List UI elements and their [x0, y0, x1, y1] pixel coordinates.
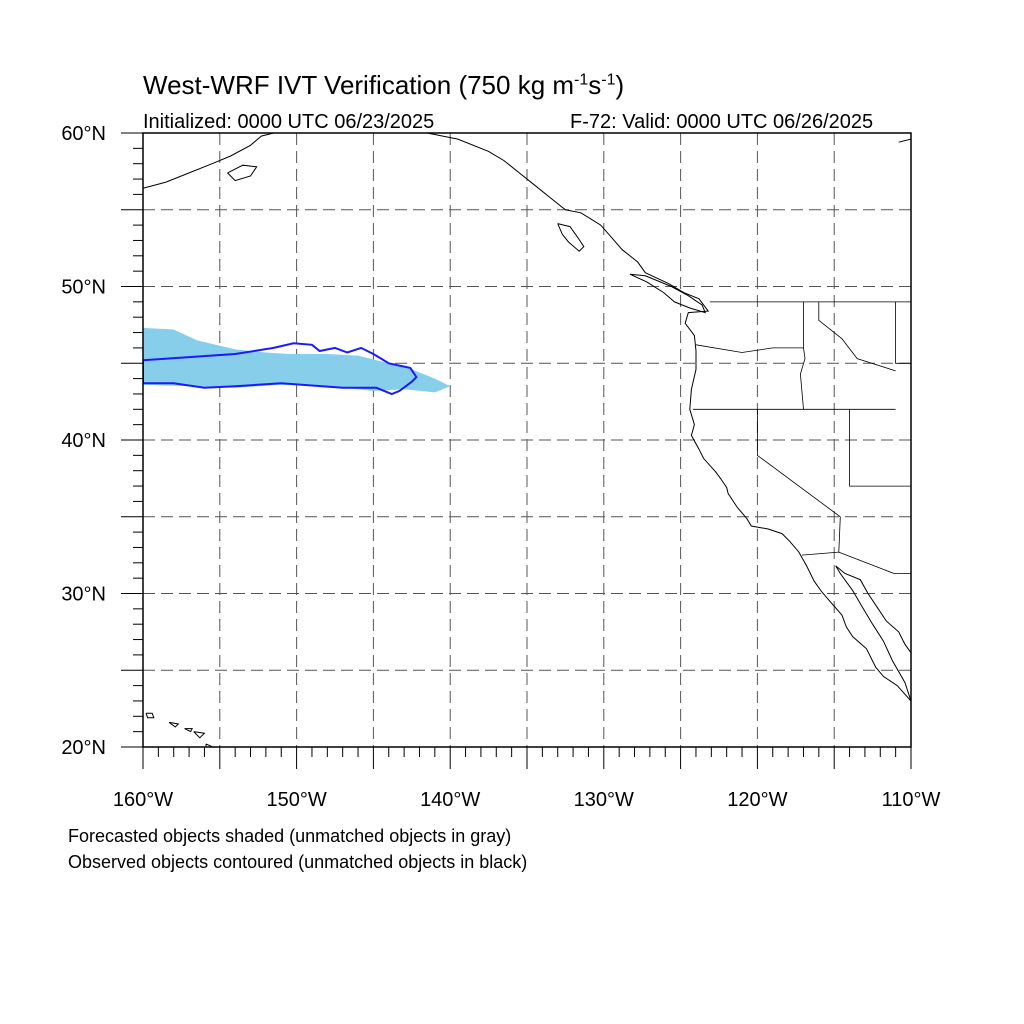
initialized-time: Initialized: 0000 UTC 06/23/2025	[143, 111, 435, 133]
lon-label: 160°W	[113, 789, 173, 811]
lon-label: 110°W	[882, 789, 941, 811]
coastline	[296, 133, 589, 218]
coastline	[143, 133, 274, 189]
state-border	[799, 347, 806, 410]
coastline	[588, 216, 911, 702]
longitude-labels: 160°W 150°W 140°W 130°W 120°W 110°W	[113, 789, 941, 811]
lon-label: 120°W	[727, 789, 787, 811]
state-border	[818, 301, 896, 372]
state-border	[849, 409, 911, 487]
lat-label: 30°N	[61, 584, 106, 606]
coastline	[557, 223, 585, 252]
coastline	[835, 565, 911, 702]
lon-label: 140°W	[420, 789, 480, 811]
coastline	[184, 728, 194, 733]
coastline	[898, 138, 911, 143]
lon-label: 130°W	[574, 789, 634, 811]
lat-label: 20°N	[61, 737, 106, 759]
state-border	[695, 301, 804, 353]
valid-time: F-72: Valid: 0000 UTC 06/26/2025	[570, 111, 874, 133]
axis-ticks	[121, 132, 912, 769]
footer-observed-note: Observed objects contoured (unmatched ob…	[68, 852, 528, 872]
lon-label: 150°W	[266, 789, 326, 811]
coastline	[168, 721, 180, 728]
gridlines	[143, 133, 911, 747]
coastline	[193, 731, 206, 739]
coastline	[629, 273, 707, 314]
state-border	[895, 301, 911, 364]
state-border	[801, 551, 911, 574]
coastline	[227, 164, 258, 182]
forecast-object-shaded	[143, 327, 451, 393]
map-title: West-WRF IVT Verification (750 kg m-1s-1…	[143, 70, 625, 100]
latitude-labels: 60°N 50°N 40°N 30°N 20°N	[61, 123, 106, 759]
footer-forecast-note: Forecasted objects shaded (unmatched obj…	[68, 826, 512, 846]
lat-label: 60°N	[61, 123, 106, 145]
state-border	[757, 409, 841, 518]
coastline	[145, 712, 155, 719]
lat-label: 40°N	[61, 430, 106, 452]
state-border	[838, 516, 841, 553]
observed-object-contour	[143, 342, 418, 396]
coastlines	[143, 133, 911, 747]
lat-label: 50°N	[61, 277, 106, 299]
